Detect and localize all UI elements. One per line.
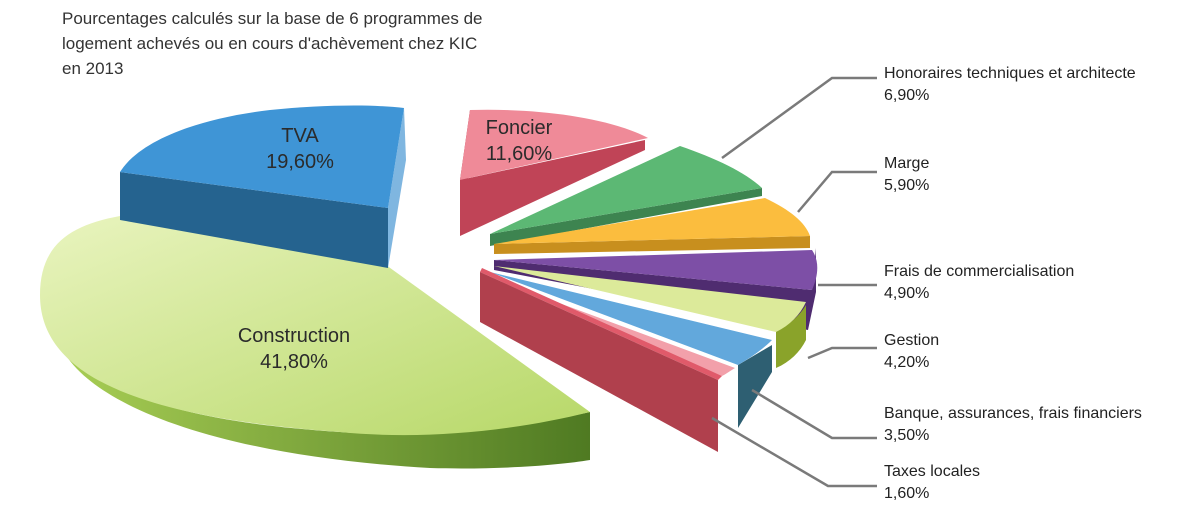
leader-line-marge bbox=[797, 170, 877, 213]
value-honoraires: 6,90% bbox=[884, 87, 929, 104]
pie-slice-tva-top bbox=[120, 105, 404, 208]
pie-slice-banque-side bbox=[738, 345, 772, 428]
pie-slice-marge-top bbox=[494, 198, 810, 244]
pie-slice-construction-value: 41,80% bbox=[260, 351, 328, 373]
pie-slice-tva-side-right bbox=[388, 108, 406, 268]
pie-slice-tva-label: TVA bbox=[281, 125, 319, 147]
pie-slice-construction: Construction 41,80% bbox=[40, 216, 590, 469]
pie-slice-foncier-lower-top bbox=[480, 268, 722, 380]
value-frais-commercialisation: 4,90% bbox=[884, 285, 929, 302]
pie-slice-banque-top bbox=[490, 272, 772, 365]
chart-title-line-3: en 2013 bbox=[62, 59, 123, 78]
pie-slice-construction-top bbox=[40, 216, 590, 436]
pie-slice-honoraires-side bbox=[490, 188, 762, 246]
pie-slice-foncier: Foncier 11,60% bbox=[460, 109, 648, 236]
leader-line-banque bbox=[751, 388, 877, 440]
label-honoraires: Honoraires techniques et architecte bbox=[884, 65, 1136, 82]
chart-title-line-1: Pourcentages calculés sur la base de 6 p… bbox=[62, 9, 483, 28]
leader-line-gestion bbox=[807, 346, 877, 360]
pie-slice-foncier-top bbox=[460, 109, 648, 180]
label-marge: Marge bbox=[884, 155, 929, 172]
value-taxes-locales: 1,60% bbox=[884, 485, 929, 502]
value-gestion: 4,20% bbox=[884, 354, 929, 371]
pie-slice-tva-side bbox=[120, 172, 388, 268]
pie-slice-tva-value: 19,60% bbox=[266, 151, 334, 173]
pie-slice-honoraires bbox=[490, 146, 762, 246]
leader-line-honoraires bbox=[721, 76, 877, 160]
chart-title: Pourcentages calculés sur la base de 6 p… bbox=[62, 9, 483, 78]
external-labels: Honoraires techniques et architecte 6,90… bbox=[884, 65, 1142, 502]
pie-slice-tva: TVA 19,60% bbox=[120, 105, 406, 268]
pie-slice-construction-label: Construction bbox=[238, 325, 350, 347]
pie-slice-gestion-side bbox=[776, 305, 806, 368]
leader-lines bbox=[711, 76, 877, 488]
chart-title-line-2: logement achevés ou en cours d'achèvemen… bbox=[62, 34, 477, 53]
pie-slice-marge-side bbox=[494, 236, 810, 254]
pie-slice-gestion bbox=[494, 266, 806, 368]
label-taxes-locales: Taxes locales bbox=[884, 463, 980, 480]
pie-slice-foncier-lower-front bbox=[480, 272, 718, 452]
pie-slice-gestion-top bbox=[494, 266, 806, 332]
pie-slice-frais-commercialisation-top bbox=[494, 250, 818, 290]
label-banque: Banque, assurances, frais financiers bbox=[884, 405, 1142, 422]
pie-slice-construction-side bbox=[55, 290, 590, 469]
pie-slice-foncier-label: Foncier bbox=[486, 117, 553, 139]
pie-slice-honoraires-top bbox=[490, 146, 762, 234]
pie-slice-foncier-front bbox=[460, 140, 645, 236]
pie-slice-foncier-lower bbox=[480, 268, 722, 452]
pie-slice-marge bbox=[494, 198, 810, 254]
label-frais-commercialisation: Frais de commercialisation bbox=[884, 263, 1074, 280]
label-gestion: Gestion bbox=[884, 332, 939, 349]
value-marge: 5,90% bbox=[884, 177, 929, 194]
pie-slice-banque bbox=[490, 272, 772, 428]
leader-line-taxes-locales bbox=[711, 416, 877, 488]
pie-slice-foncier-value: 11,60% bbox=[486, 143, 553, 165]
value-banque: 3,50% bbox=[884, 427, 929, 444]
